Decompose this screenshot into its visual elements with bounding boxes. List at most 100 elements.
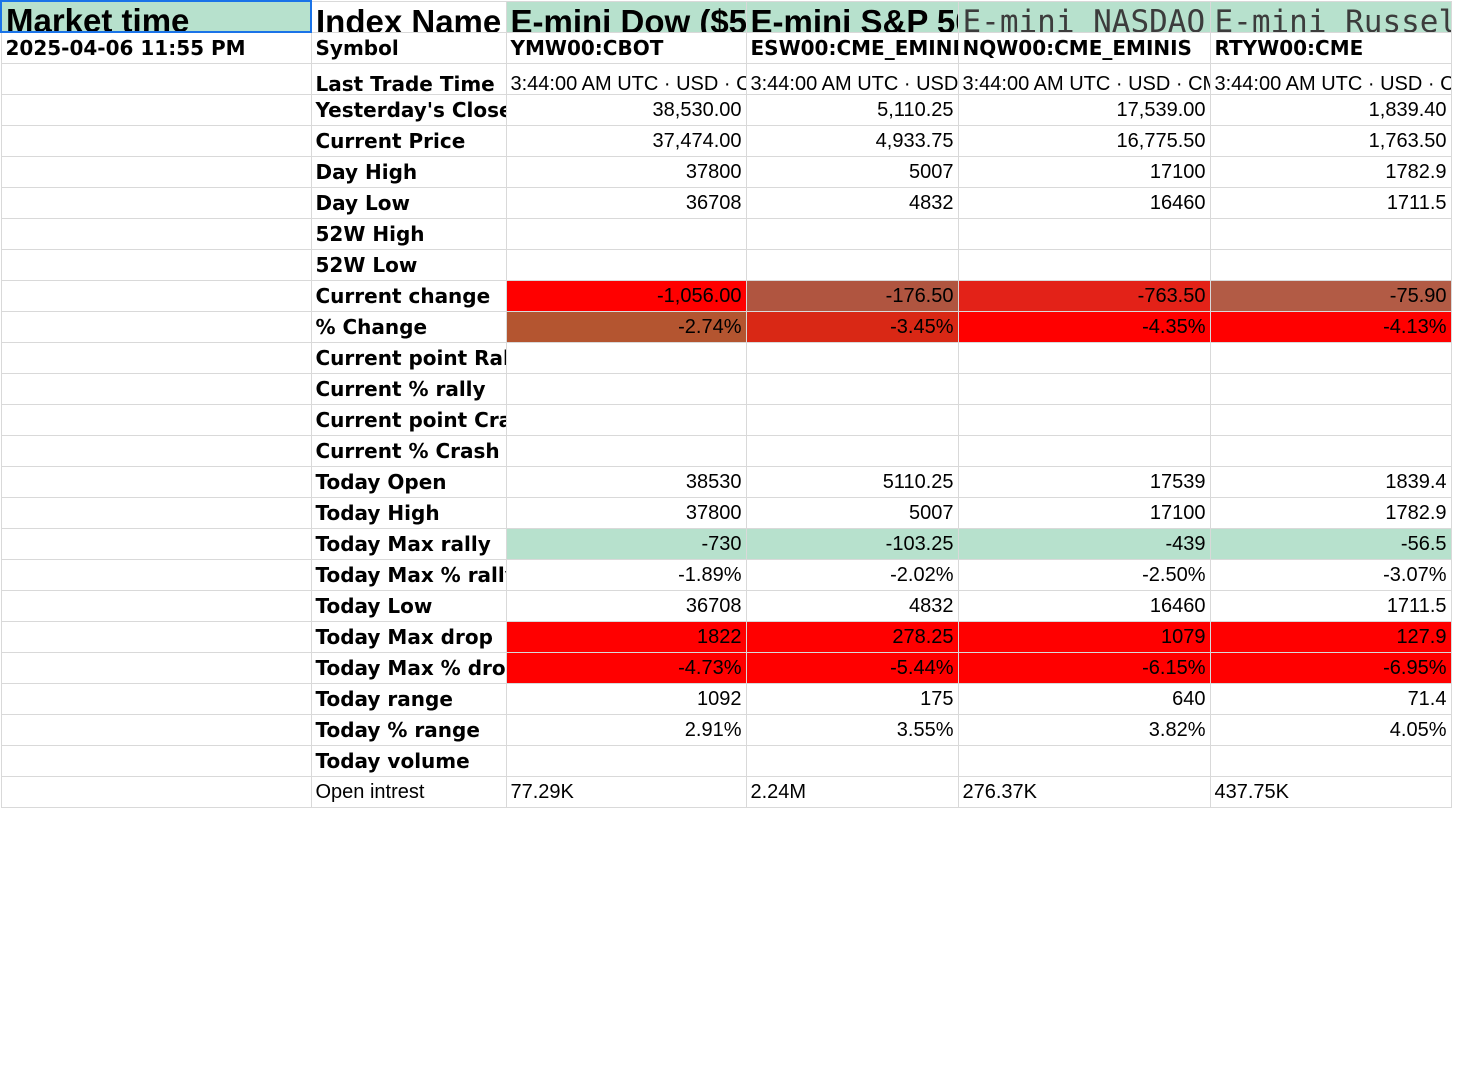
cell-value[interactable] (505, 403, 747, 436)
cell-empty[interactable] (0, 279, 312, 312)
cell-value[interactable] (957, 248, 1211, 281)
cell-value[interactable]: 3.55% (745, 713, 959, 746)
row-label[interactable]: Today High (310, 496, 507, 529)
cell-value[interactable]: -56.5 (1209, 527, 1452, 560)
cell-value[interactable] (957, 744, 1211, 777)
cell-empty[interactable] (0, 651, 312, 684)
cell-empty[interactable] (0, 93, 312, 126)
cell-empty[interactable] (0, 682, 312, 715)
cell-value[interactable]: 36708 (505, 186, 747, 219)
row-label[interactable]: Today Open (310, 465, 507, 498)
cell-value[interactable]: 175 (745, 682, 959, 715)
cell-header-dow[interactable]: E-mini Dow ($5) Continuous Contract (505, 0, 747, 33)
cell-value[interactable]: 4832 (745, 186, 959, 219)
cell-last-trade[interactable]: 3:44:00 AM UTC · USD · CME_EMINIS · (745, 62, 959, 95)
cell-value[interactable] (745, 341, 959, 374)
cell-value[interactable]: 1,839.40 (1209, 93, 1452, 126)
cell-value[interactable]: 38530 (505, 465, 747, 498)
cell-empty[interactable] (0, 620, 312, 653)
cell-open-interest[interactable]: 77.29K (505, 775, 747, 808)
cell-value[interactable]: 17539 (957, 465, 1211, 498)
cell-header-nasdaq[interactable]: E-mini NASDAQ 100 Continuous Contract (957, 0, 1211, 33)
cell-value[interactable]: -103.25 (745, 527, 959, 560)
cell-value[interactable]: 1711.5 (1209, 589, 1452, 622)
cell-empty[interactable] (0, 372, 312, 405)
cell-open-interest[interactable]: 2.24M (745, 775, 959, 808)
cell-value[interactable]: -439 (957, 527, 1211, 560)
row-label[interactable]: Day High (310, 155, 507, 188)
cell-value[interactable] (1209, 248, 1452, 281)
cell-value[interactable]: 71.4 (1209, 682, 1452, 715)
cell-empty[interactable] (0, 186, 312, 219)
cell-empty[interactable] (0, 558, 312, 591)
cell-symbol[interactable]: NQW00:CME_EMINIS (957, 31, 1211, 64)
cell-empty[interactable] (0, 775, 312, 808)
cell-open-interest[interactable]: 437.75K (1209, 775, 1452, 808)
cell-value[interactable] (1209, 434, 1452, 467)
cell-value[interactable] (745, 403, 959, 436)
cell-value[interactable] (957, 434, 1211, 467)
cell-value[interactable] (957, 372, 1211, 405)
cell-value[interactable]: -2.02% (745, 558, 959, 591)
cell-value[interactable] (745, 434, 959, 467)
cell-market-time-header[interactable]: Market time (0, 0, 312, 33)
row-label[interactable]: 52W Low (310, 248, 507, 281)
cell-empty[interactable] (0, 248, 312, 281)
cell-value[interactable]: 1092 (505, 682, 747, 715)
cell-value[interactable]: 37,474.00 (505, 124, 747, 157)
cell-value[interactable]: 1822 (505, 620, 747, 653)
cell-value[interactable]: -763.50 (957, 279, 1211, 312)
cell-value[interactable] (505, 434, 747, 467)
cell-value[interactable]: 1782.9 (1209, 496, 1452, 529)
row-label[interactable]: Current % Crash (310, 434, 507, 467)
cell-empty[interactable] (0, 124, 312, 157)
cell-value[interactable] (1209, 403, 1452, 436)
cell-value[interactable] (745, 372, 959, 405)
cell-value[interactable] (745, 248, 959, 281)
cell-empty[interactable] (0, 217, 312, 250)
row-label[interactable]: Current % rally (310, 372, 507, 405)
cell-value[interactable]: 1711.5 (1209, 186, 1452, 219)
cell-value[interactable]: 127.9 (1209, 620, 1452, 653)
cell-value[interactable]: 4,933.75 (745, 124, 959, 157)
cell-value[interactable]: 37800 (505, 496, 747, 529)
cell-value[interactable]: -4.13% (1209, 310, 1452, 343)
row-label[interactable]: % Change (310, 310, 507, 343)
cell-header-russell[interactable]: E-mini Russell 2000 Index Futures Contin… (1209, 0, 1452, 33)
cell-value[interactable]: 17100 (957, 155, 1211, 188)
cell-empty[interactable] (0, 465, 312, 498)
cell-value[interactable]: -4.35% (957, 310, 1211, 343)
cell-value[interactable] (505, 217, 747, 250)
cell-empty[interactable] (0, 527, 312, 560)
row-label[interactable]: Today volume (310, 744, 507, 777)
cell-value[interactable]: 640 (957, 682, 1211, 715)
cell-value[interactable] (505, 248, 747, 281)
row-label[interactable]: Today Max drop (310, 620, 507, 653)
cell-empty[interactable] (0, 434, 312, 467)
row-label[interactable]: Yesterday's Close (310, 93, 507, 126)
cell-last-trade[interactable]: 3:44:00 AM UTC · USD · CME_EMINIS · (957, 62, 1211, 95)
cell-value[interactable]: 36708 (505, 589, 747, 622)
cell-empty[interactable] (0, 341, 312, 374)
cell-value[interactable]: 1839.4 (1209, 465, 1452, 498)
row-label[interactable]: Symbol (310, 31, 507, 64)
cell-value[interactable]: -3.45% (745, 310, 959, 343)
cell-value[interactable]: -1,056.00 (505, 279, 747, 312)
cell-value[interactable]: 5007 (745, 496, 959, 529)
row-label[interactable]: Today % range (310, 713, 507, 746)
cell-index-name-header[interactable]: Index Name (310, 0, 507, 33)
cell-value[interactable] (745, 744, 959, 777)
cell-empty[interactable] (0, 403, 312, 436)
cell-value[interactable] (957, 403, 1211, 436)
cell-value[interactable]: 5110.25 (745, 465, 959, 498)
row-label[interactable]: Today Low (310, 589, 507, 622)
cell-value[interactable]: 3.82% (957, 713, 1211, 746)
cell-value[interactable] (745, 217, 959, 250)
cell-value[interactable] (505, 372, 747, 405)
cell-value[interactable] (1209, 372, 1452, 405)
cell-symbol[interactable]: RTYW00:CME (1209, 31, 1452, 64)
cell-value[interactable]: 5007 (745, 155, 959, 188)
cell-market-time-value[interactable]: 2025-04-06 11:55 PM (0, 31, 312, 64)
cell-value[interactable]: -3.07% (1209, 558, 1452, 591)
cell-value[interactable]: -2.50% (957, 558, 1211, 591)
